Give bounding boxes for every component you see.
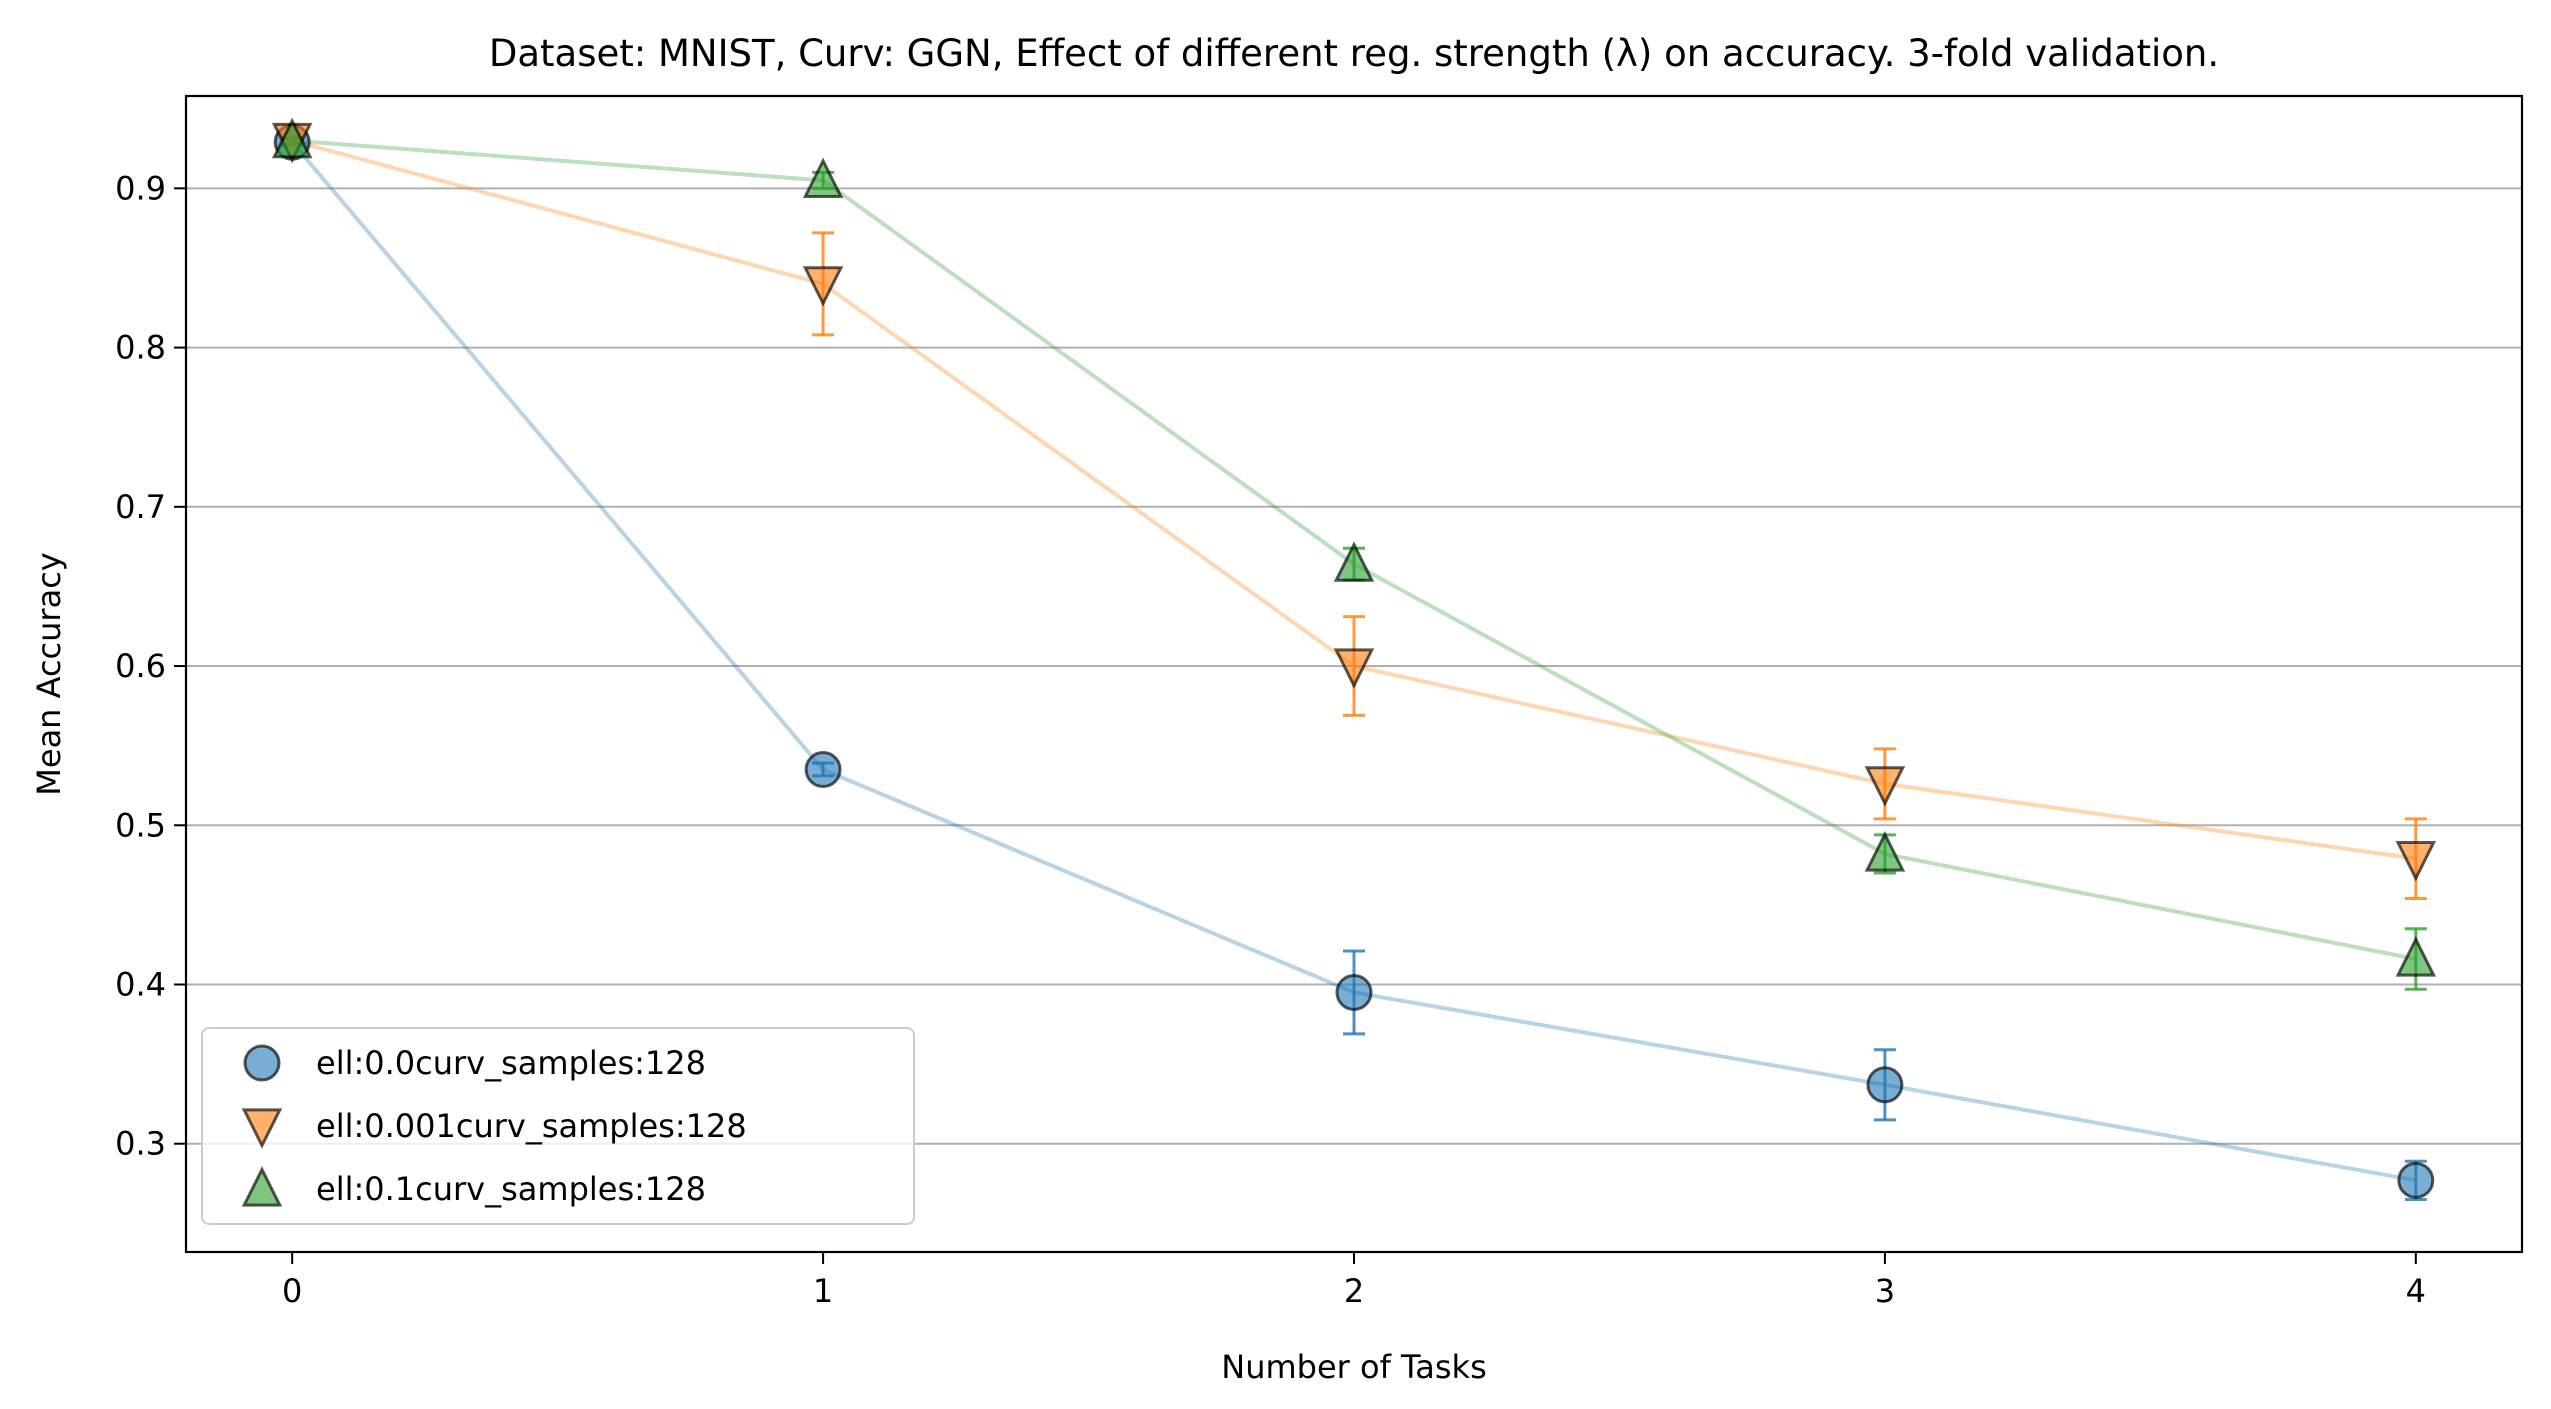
axis-ticks: 0.3 0.4 0.5 0.6 0.7 0.8 0.9 0 1 2 3 4 [115, 169, 2426, 1310]
y-tick-label: 0.8 [115, 329, 166, 367]
data-point-circle [1335, 973, 1373, 1011]
data-point-triangle-down [802, 266, 844, 307]
data-point-triangle-up [1864, 831, 1906, 872]
x-axis-label: Number of Tasks [1221, 1348, 1486, 1386]
data-point-triangle-up [2395, 936, 2437, 977]
data-point-triangle-down [2395, 841, 2437, 882]
x-tick-label: 0 [282, 1272, 302, 1310]
y-axis-label: Mean Accuracy [30, 552, 68, 795]
data-point-triangle-down [1864, 766, 1906, 807]
legend-marker-circle [243, 1044, 281, 1082]
y-tick-label: 0.5 [115, 806, 166, 844]
legend-box [201, 1027, 915, 1225]
legend-marker-triangle-down [241, 1108, 283, 1149]
data-point-circle [2397, 1161, 2435, 1199]
legend: ell:0.0curv_samples:128 ell:0.001curv_sam… [201, 1027, 915, 1225]
data-point-triangle-down [1333, 648, 1375, 689]
x-tick-label: 2 [1344, 1272, 1364, 1310]
y-tick-label: 0.7 [115, 488, 166, 526]
data-point-triangle-up [1333, 541, 1375, 582]
legend-label: ell:0.0curv_samples:128 [316, 1044, 706, 1082]
data-markers [271, 117, 2437, 1199]
y-tick-label: 0.4 [115, 965, 166, 1003]
x-tick-label: 4 [2406, 1272, 2426, 1310]
legend-marker-triangle-up [241, 1166, 283, 1207]
data-point-triangle-up [802, 157, 844, 199]
y-tick-label: 0.3 [115, 1125, 166, 1163]
legend-label: ell:0.001curv_samples:128 [316, 1107, 747, 1145]
data-point-circle [804, 751, 842, 789]
legend-label: ell:0.1curv_samples:128 [316, 1170, 706, 1208]
y-tick-label: 0.9 [115, 169, 166, 207]
y-tick-label: 0.6 [115, 647, 166, 685]
data-point-triangle-up [271, 117, 313, 159]
x-tick-label: 1 [813, 1272, 833, 1310]
chart-title: Dataset: MNIST, Curv: GGN, Effect of dif… [489, 32, 2219, 75]
data-point-circle [1866, 1066, 1904, 1104]
x-tick-label: 3 [1875, 1272, 1895, 1310]
